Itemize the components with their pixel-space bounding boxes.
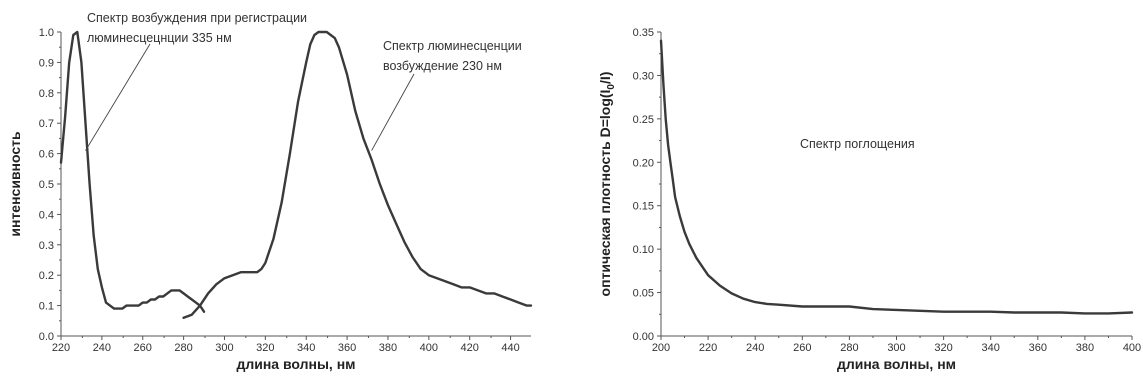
y-tick-label: 0.2 [39,270,54,282]
x-tick-label: 300 [215,342,233,354]
annotation-absorption: Спектр поглощения [800,137,915,151]
y-tick-label: 0.8 [39,88,54,100]
chart-absorption: 200 220 240 260 280 300 320 340 360 380 400 0.00 0.0… [597,27,1141,372]
annotation-excitation-line-2: люминесцецнции 335 нм [87,31,232,45]
y-tick-label: 0.00 [633,331,654,343]
y-axis-label: интенсивность [7,131,23,237]
annotation-luminescence-leader [371,73,415,151]
y-tick-label: 0.30 [633,70,654,82]
y-axis-label: оптическая плотность D=log(I0/I) [597,72,617,297]
x-tick-label: 400 [420,342,438,354]
x-tick-label: 320 [934,342,952,354]
annotation-excitation-line-1: Спектр возбуждения при регистрации [87,11,307,25]
x-tick-label: 360 [338,342,356,354]
y-tick-label: 1.0 [39,27,54,39]
x-tick-label: 360 [1029,342,1047,354]
x-tick-label: 220 [699,342,717,354]
x-tick-label: 260 [134,342,152,354]
y-tick-label: 0.1 [39,301,54,313]
x-tick-label: 240 [93,342,111,354]
x-tick-label: 280 [174,342,192,354]
x-tick-label: 280 [840,342,858,354]
x-axis-label: длина волны, нм [837,356,956,372]
x-tick-label: 340 [982,342,1000,354]
y-tick-label: 0.4 [39,209,54,221]
x-tick-label: 320 [256,342,274,354]
y-axis-label-tail: /I) [597,72,613,84]
y-tick-label: 0.25 [633,114,654,126]
y-tick-label: 0.7 [39,118,54,130]
x-tick-label: 400 [1123,342,1141,354]
x-tick-label: 300 [887,342,905,354]
y-tick-label: 0.3 [39,240,54,252]
y-tick-label: 0.05 [633,288,654,300]
y-tick-label: 0.9 [39,57,54,69]
y-tick-label: 0.20 [633,157,654,169]
series-line-2 [182,30,533,319]
x-tick-label: 200 [652,342,670,354]
y-tick-label: 0.0 [39,331,54,343]
y-tick-label: 0.15 [633,201,654,213]
y-axis-label-main: оптическая плотность D=log(I [597,90,613,297]
y-tick-label: 0.10 [633,244,654,256]
x-tick-label: 440 [501,342,519,354]
series-line-1 [659,39,1134,315]
x-tick-label: 380 [379,342,397,354]
x-tick-label: 260 [793,342,811,354]
x-tick-label: 240 [746,342,764,354]
y-axis-label-subscript: 0 [606,84,617,90]
series-line-1 [59,30,206,313]
chart-excitation-luminescence: 220 240 260 280 300 320 340 360 380 400 420 440 0.0 0… [7,11,533,372]
y-tick-label: 0.6 [39,149,54,161]
annotation-luminescence-line-2: возбуждение 230 нм [383,59,502,73]
x-tick-label: 420 [461,342,479,354]
y-tick-label: 0.5 [39,179,54,191]
x-tick-label: 380 [1076,342,1094,354]
annotation-excitation-leader [85,43,151,151]
y-tick-label: 0.35 [633,27,654,39]
x-tick-label: 220 [52,342,70,354]
x-axis-label: длина волны, нм [236,356,355,372]
annotation-luminescence-line-1: Спектр люминесценции [383,39,522,53]
x-tick-label: 340 [297,342,315,354]
